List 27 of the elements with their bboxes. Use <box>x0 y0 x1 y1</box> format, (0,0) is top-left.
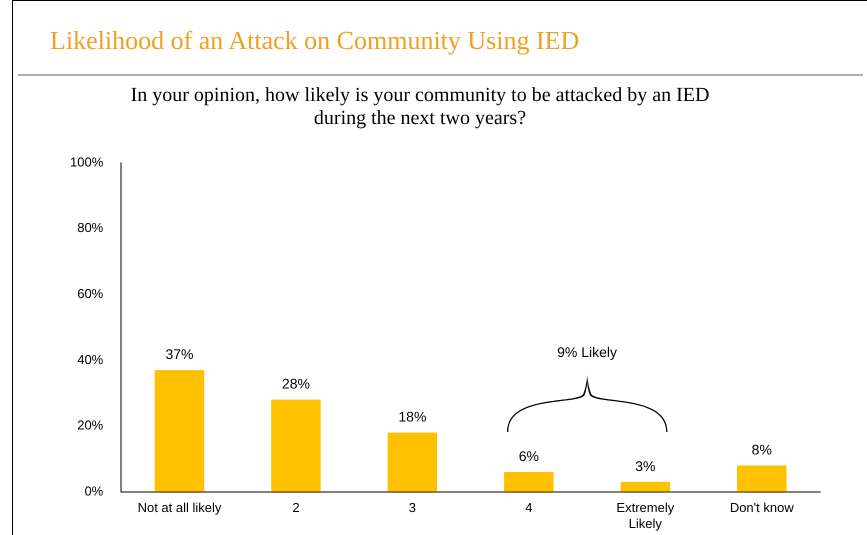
bar <box>737 465 787 492</box>
y-tick-label: 20% <box>77 418 104 433</box>
bar <box>271 400 321 492</box>
data-label: 8% <box>752 441 772 458</box>
x-tick-label: Don't know <box>730 500 794 516</box>
bar <box>620 482 670 492</box>
data-label: 6% <box>518 448 539 464</box>
data-label: 3% <box>635 458 656 474</box>
chart-subtitle: In your opinion, how likely is your community to be attacked by an IED during the next two years? <box>130 84 710 130</box>
y-tick-label: 0% <box>84 483 104 498</box>
data-label: 18% <box>398 408 426 424</box>
x-tick-label: Not at all likely <box>138 500 222 516</box>
y-tick-label: 100% <box>70 154 104 170</box>
y-tick-label: 40% <box>77 352 104 367</box>
chart-title: Likelihood of an Attack on Community Using IED <box>50 26 580 56</box>
x-tick-label: 3 <box>408 500 416 516</box>
bar <box>388 432 438 492</box>
bar <box>504 472 554 492</box>
data-label: 37% <box>165 346 194 362</box>
x-tick-label: 4 <box>525 500 532 516</box>
y-tick-label: 60% <box>77 286 104 301</box>
data-label: 28% <box>282 376 310 392</box>
x-tick-label: Extremely Likely <box>616 500 675 531</box>
y-tick-label: 80% <box>77 220 104 236</box>
bar <box>154 370 204 492</box>
annotation: 9% Likely <box>557 344 618 360</box>
x-tick-label: 2 <box>292 500 300 516</box>
